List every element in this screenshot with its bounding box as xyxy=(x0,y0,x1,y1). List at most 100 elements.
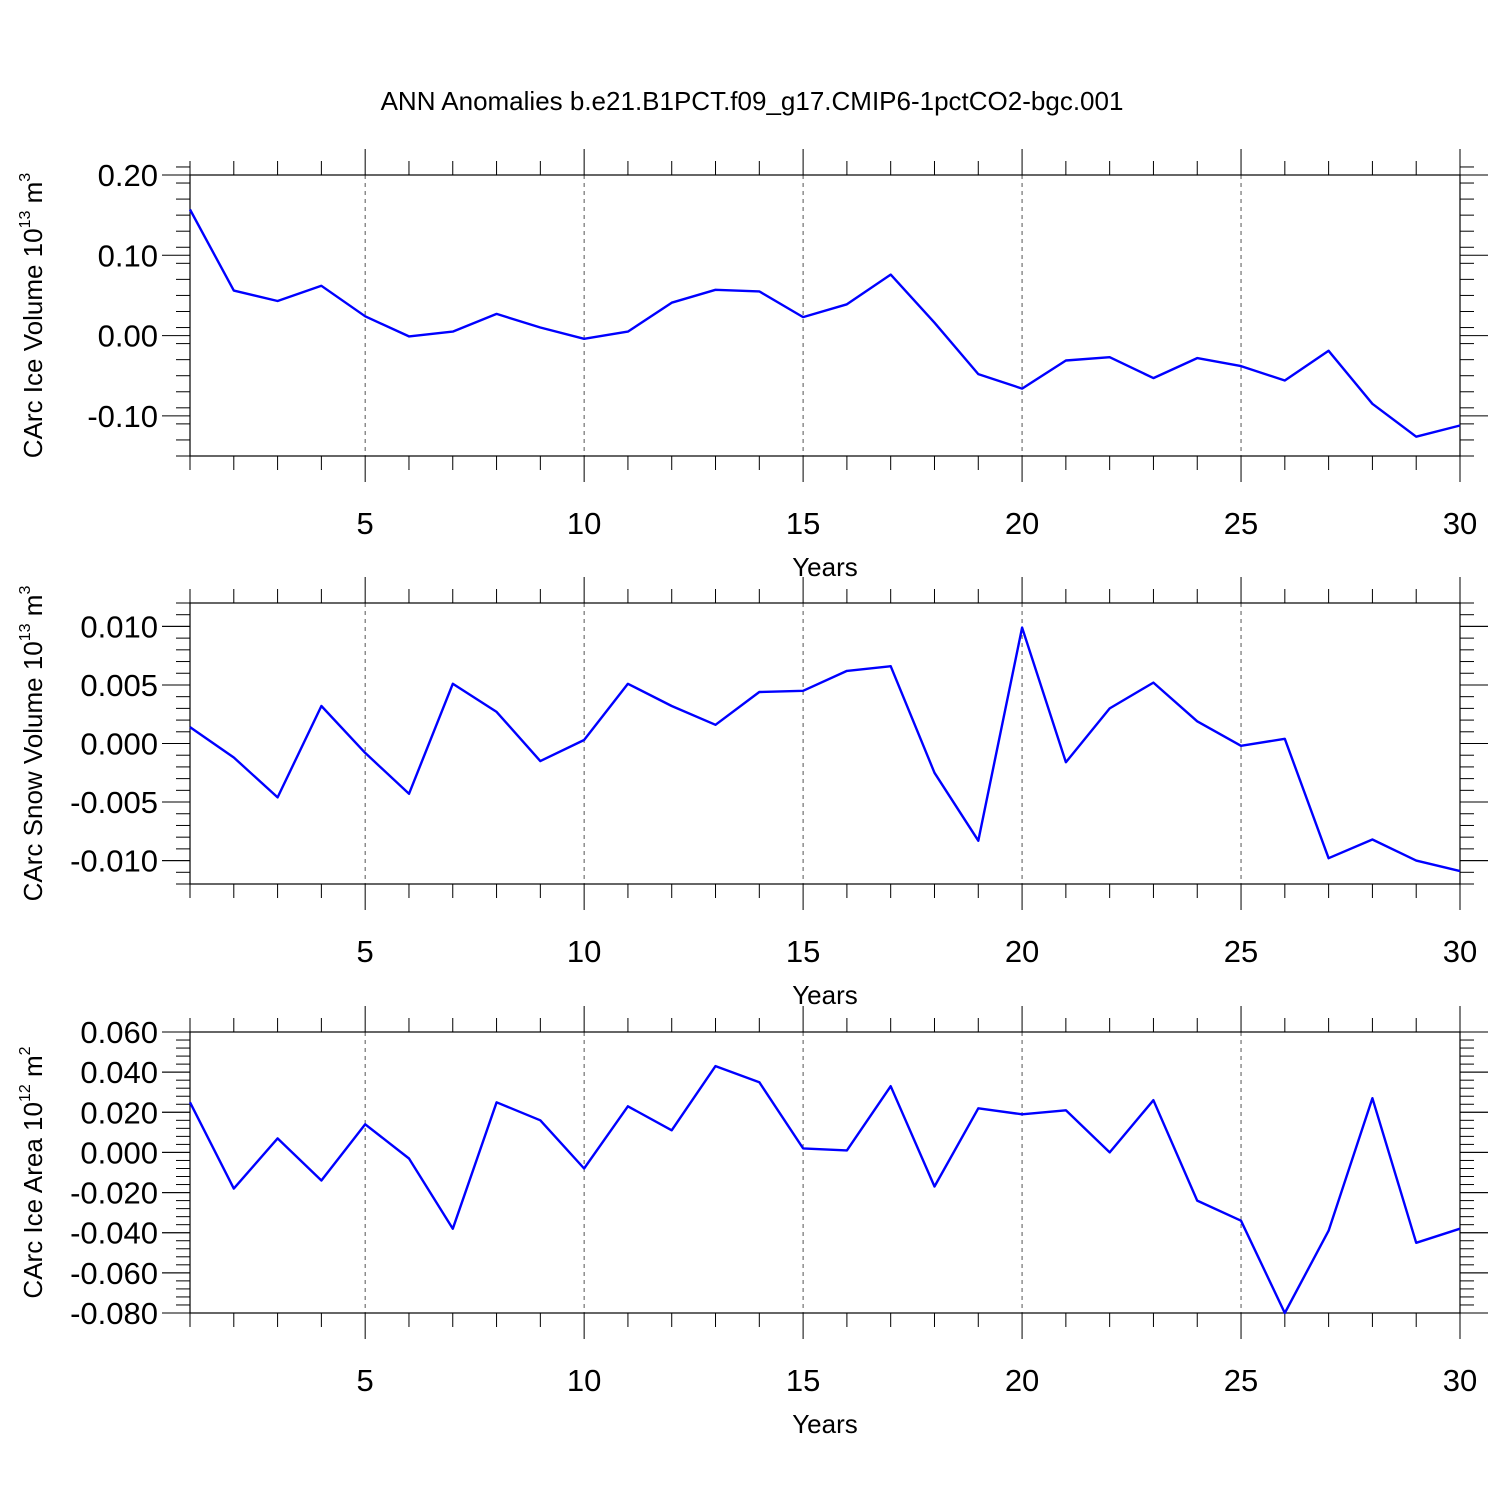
snow-volume-plot-frame xyxy=(189,602,1461,885)
snow-volume-point-6 xyxy=(407,792,411,796)
snow-volume-point-24 xyxy=(1195,719,1199,723)
ice-volume-point-1 xyxy=(188,208,192,212)
ice-volume-point-15 xyxy=(801,315,805,319)
ice-area-ylabel-pre: CArc Ice Area 10 xyxy=(18,1102,48,1299)
ice-volume-ytick-label: 0.00 xyxy=(98,319,158,354)
ice-volume-xtick-label: 20 xyxy=(1005,506,1039,541)
ice-volume-point-29 xyxy=(1414,435,1418,439)
ice-area-xtick-label: 25 xyxy=(1224,1363,1258,1398)
ice-volume-point-14 xyxy=(757,289,761,293)
ice-area-point-26 xyxy=(1283,1311,1287,1315)
snow-volume-point-29 xyxy=(1414,859,1418,863)
ice-area-point-23 xyxy=(1151,1098,1155,1102)
ice-volume-point-7 xyxy=(451,330,455,334)
ice-area-point-15 xyxy=(801,1146,805,1150)
panel-ice-area: 0.060 0.040 0.020 0.000 -0.020 -0.040 -0.060 -0… xyxy=(17,1006,1488,1439)
snow-volume-point-20 xyxy=(1020,626,1024,630)
snow-volume-xtick-label: 25 xyxy=(1224,934,1258,969)
snow-volume-ytick-label: 0.000 xyxy=(80,727,158,762)
ice-area-point-29 xyxy=(1414,1241,1418,1245)
ice-volume-xtick-label: 5 xyxy=(357,506,374,541)
snow-volume-ylabel-post: m xyxy=(18,595,48,624)
ice-area-ylabel-exp: 12 xyxy=(17,1084,34,1102)
ice-volume-point-25 xyxy=(1239,364,1243,368)
ice-volume-point-12 xyxy=(670,301,674,305)
snow-volume-point-2 xyxy=(232,756,236,760)
snow-volume-point-16 xyxy=(845,669,849,673)
ice-volume-xtick-label: 30 xyxy=(1443,506,1477,541)
ice-area-point-12 xyxy=(670,1128,674,1132)
ice-area-point-22 xyxy=(1108,1150,1112,1154)
ice-volume-ylabel-pre: CArc Ice Volume 10 xyxy=(18,228,48,458)
ice-area-xtick-label: 15 xyxy=(786,1363,820,1398)
ice-volume-point-6 xyxy=(407,334,411,338)
snow-volume-point-15 xyxy=(801,689,805,693)
snow-volume-point-19 xyxy=(976,839,980,843)
ice-area-xtick-label: 30 xyxy=(1443,1363,1477,1398)
ice-volume-xtick-label: 15 xyxy=(786,506,820,541)
ice-volume-xtick-label: 25 xyxy=(1224,506,1258,541)
ice-area-ytick-label: 0.040 xyxy=(80,1055,158,1090)
ice-area-point-8 xyxy=(495,1100,499,1104)
snow-volume-point-9 xyxy=(538,759,542,763)
snow-volume-point-30 xyxy=(1458,869,1462,873)
snow-volume-point-4 xyxy=(319,704,323,708)
snow-volume-series-line xyxy=(189,626,1461,873)
snow-volume-ylabel-unit_exp: 3 xyxy=(17,586,34,595)
ice-volume-plot-frame xyxy=(189,174,1461,457)
snow-volume-point-11 xyxy=(626,682,630,686)
snow-volume-point-5 xyxy=(363,751,367,755)
ice-area-point-20 xyxy=(1020,1112,1024,1116)
ice-area-ytick-label: -0.080 xyxy=(70,1296,158,1331)
ice-volume-point-30 xyxy=(1458,423,1462,427)
ice-area-point-25 xyxy=(1239,1219,1243,1223)
snow-volume-xtick-label: 30 xyxy=(1443,934,1477,969)
ice-area-ylabel-unit_exp: 2 xyxy=(17,1046,34,1055)
ice-volume-point-2 xyxy=(232,289,236,293)
ice-volume-point-8 xyxy=(495,312,499,316)
ice-volume-point-11 xyxy=(626,330,630,334)
ice-volume-point-3 xyxy=(276,299,280,303)
ice-area-ytick-label: 0.000 xyxy=(80,1135,158,1170)
snow-volume-point-14 xyxy=(757,690,761,694)
ice-volume-point-23 xyxy=(1151,376,1155,380)
snow-volume-point-26 xyxy=(1283,737,1287,741)
ice-area-point-28 xyxy=(1370,1096,1374,1100)
ice-volume-ylabel-exp: 13 xyxy=(17,211,34,229)
snow-volume-point-22 xyxy=(1108,706,1112,710)
ice-volume-point-10 xyxy=(582,337,586,341)
ice-area-point-6 xyxy=(407,1156,411,1160)
snow-volume-x-axis-label: Years xyxy=(792,980,858,1010)
snow-volume-ytick-label: -0.005 xyxy=(70,785,158,820)
ice-volume-series-line xyxy=(188,208,1461,438)
ice-area-point-9 xyxy=(538,1118,542,1122)
ice-area-point-30 xyxy=(1458,1227,1462,1231)
ice-volume-point-13 xyxy=(714,288,718,292)
snow-volume-point-28 xyxy=(1370,838,1374,842)
ice-volume-xtick-label: 10 xyxy=(567,506,601,541)
ice-area-point-19 xyxy=(976,1106,980,1110)
snow-volume-xtick-label: 5 xyxy=(357,934,374,969)
ice-area-point-24 xyxy=(1195,1199,1199,1203)
ice-volume-y-axis-label: CArc Ice Volume 1013 m3 xyxy=(17,173,48,458)
snow-volume-ytick-label: 0.005 xyxy=(80,668,158,703)
ice-area-point-2 xyxy=(232,1187,236,1191)
ice-area-point-14 xyxy=(757,1080,761,1084)
ice-area-ytick-label: -0.060 xyxy=(70,1256,158,1291)
ice-volume-point-19 xyxy=(976,372,980,376)
ice-area-xtick-label: 5 xyxy=(357,1363,374,1398)
ice-volume-point-5 xyxy=(363,314,367,318)
ice-area-point-7 xyxy=(451,1227,455,1231)
snow-volume-ylabel-exp: 13 xyxy=(17,623,34,641)
ice-area-point-10 xyxy=(582,1166,586,1170)
snow-volume-point-27 xyxy=(1327,856,1331,860)
ice-area-ytick-label: 0.020 xyxy=(80,1095,158,1130)
ice-volume-ytick-label: -0.10 xyxy=(87,399,158,434)
chart-title: ANN Anomalies b.e21.B1PCT.f09_g17.CMIP6-… xyxy=(381,86,1124,116)
snow-volume-xtick-label: 15 xyxy=(786,934,820,969)
ice-area-x-axis-label: Years xyxy=(792,1409,858,1439)
snow-volume-xtick-label: 20 xyxy=(1005,934,1039,969)
ice-area-xtick-label: 20 xyxy=(1005,1363,1039,1398)
ice-area-point-21 xyxy=(1064,1108,1068,1112)
ice-volume-point-9 xyxy=(538,326,542,330)
